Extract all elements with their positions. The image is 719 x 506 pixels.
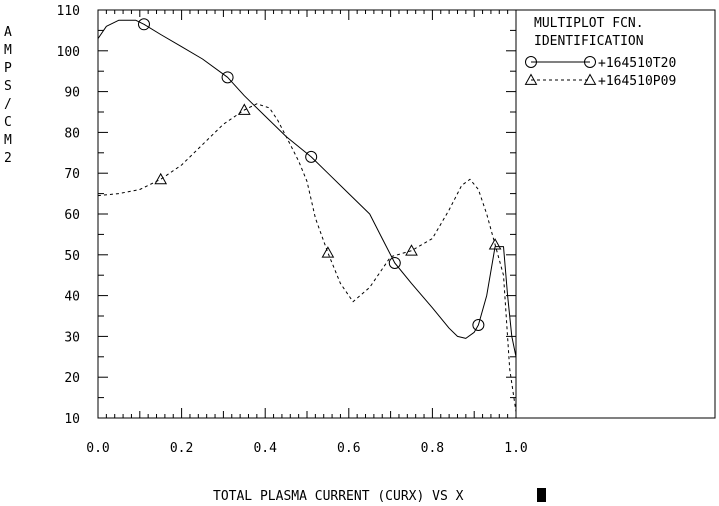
legend-label-2: +164510P09 [598,74,676,89]
y-tick-label: 40 [64,290,80,305]
series-marker-circle [388,256,401,269]
x-tick-labels: 0.0 0.2 0.4 0.6 0.8 1.0 [86,441,527,456]
x-tick-label: 0.4 [253,441,277,456]
series-markers [137,18,502,331]
series-line-1 [97,19,517,357]
series-marker-circle [305,150,318,163]
series-marker-triangle [237,103,251,115]
series-marker-triangle [154,172,168,185]
series-marker-triangle [321,246,335,258]
y-tick-label: 50 [64,249,80,264]
y-tick-label: 10 [64,412,80,427]
x-axis-title: TOTAL PLASMA CURRENT (CURX) VS X [213,489,464,504]
y-axis-label-char: / [4,97,12,112]
axis-ticks [97,9,517,419]
x-tick-label: 0.0 [86,441,109,456]
y-tick-label: 90 [64,86,80,101]
y-tick-label: 60 [64,208,80,223]
series-marker-triangle [524,73,538,85]
series-marker-circle [584,56,596,68]
y-tick-label: 110 [57,4,80,19]
series-marker-circle [472,318,485,331]
series-marker-circle [137,18,150,31]
y-axis-label-char: M [4,133,12,148]
x-tick-label: 0.6 [337,441,360,456]
legend-label-1: +164510T20 [598,56,676,71]
x-tick-label: 0.2 [170,441,193,456]
series-marker-triangle [405,244,418,256]
legend-entries: +164510T20 +164510P09 [524,56,676,89]
series-marker-triangle [583,73,597,85]
series-marker-triangle [488,238,502,250]
y-axis-label-char: P [4,61,12,76]
legend-title-line1: MULTIPLOT FCN. [534,16,644,31]
y-axis-label-char: A [4,25,12,40]
legend-title-line2: IDENTIFICATION [534,34,644,49]
text-cursor [537,488,546,502]
y-axis-label-char: M [4,43,12,58]
y-tick-label: 100 [57,45,80,60]
y-tick-label: 30 [64,330,80,345]
y-tick-label: 70 [64,167,80,182]
y-tick-labels: 10 20 30 40 50 60 70 80 90 100 110 [57,4,80,427]
series-marker-circle [525,56,537,68]
y-tick-label: 80 [64,126,80,141]
series-lines [97,19,517,412]
legend-frame [515,9,716,419]
y-axis-label-char: S [4,79,12,94]
y-axis-label-char: C [4,115,12,130]
series-marker-circle [221,71,234,84]
y-tick-label: 20 [64,371,80,386]
x-tick-label: 1.0 [504,441,527,456]
plot-frame [97,9,517,419]
legend: MULTIPLOT FCN. IDENTIFICATION +164510T20… [524,16,676,89]
x-tick-label: 0.8 [421,441,444,456]
y-axis-label-char: 2 [4,151,12,166]
series-line-2 [97,103,517,412]
